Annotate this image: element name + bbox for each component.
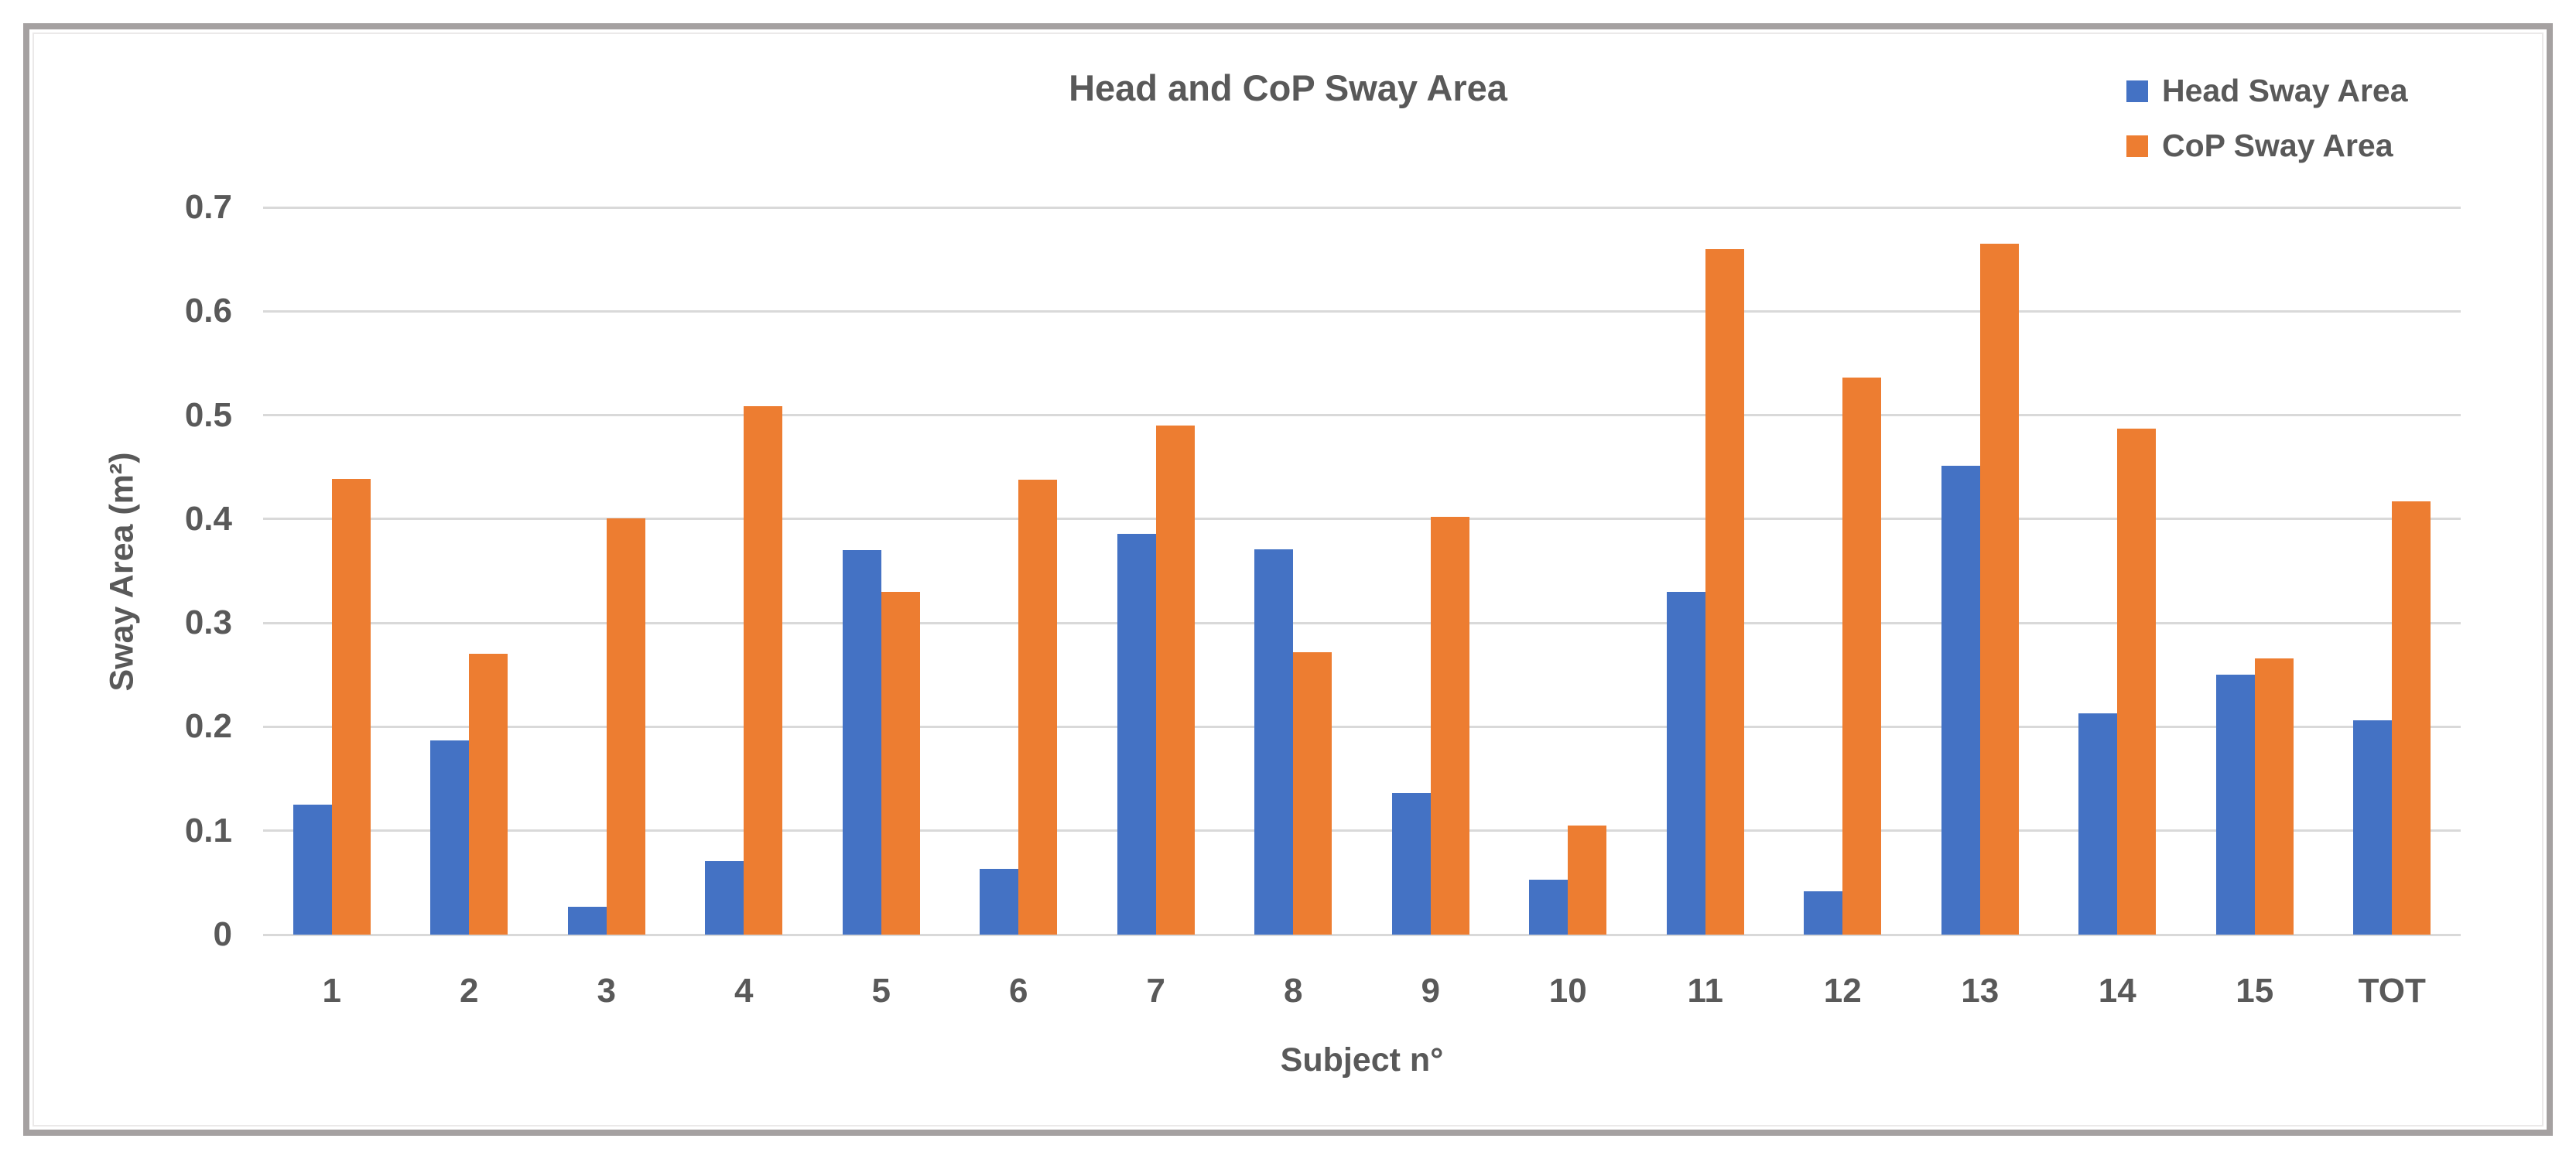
chart-frame-border <box>23 23 2553 1136</box>
bar-group-3 <box>538 207 676 935</box>
bar-group-TOT <box>2324 207 2461 935</box>
bar-head-sway-area-8 <box>1254 549 1294 935</box>
bar-head-sway-area-5 <box>842 550 881 935</box>
bar-head-sway-area-tot <box>2353 720 2393 935</box>
bar-cop-sway-area-7 <box>1155 426 1195 935</box>
y-tick-label-0.2: 0.2 <box>184 707 232 746</box>
y-tick-label-0.1: 0.1 <box>184 811 232 850</box>
gridline-0.1 <box>263 829 2461 832</box>
bar-head-sway-area-11 <box>1666 591 1705 935</box>
bar-group-7 <box>1087 207 1225 935</box>
bar-head-sway-area-2 <box>430 740 470 935</box>
gridline-0.4 <box>263 518 2461 521</box>
bar-cop-sway-area-3 <box>606 518 645 935</box>
bar-head-sway-area-3 <box>567 906 607 935</box>
gridline-0.2 <box>263 725 2461 728</box>
bar-head-sway-area-6 <box>980 869 1019 935</box>
bar-cop-sway-area-14 <box>2117 429 2157 935</box>
x-tick-label-tot: TOT <box>2358 972 2426 1010</box>
x-tick-label-5: 5 <box>871 972 891 1010</box>
bar-head-sway-area-7 <box>1117 533 1156 935</box>
bar-group-6 <box>950 207 1088 935</box>
x-tick-label-4: 4 <box>734 972 754 1010</box>
bar-cop-sway-area-15 <box>2254 658 2294 935</box>
bar-head-sway-area-15 <box>2215 675 2255 935</box>
gridline-0.3 <box>263 621 2461 624</box>
bar-group-4 <box>676 207 813 935</box>
x-tick-label-2: 2 <box>460 972 479 1010</box>
bar-group-8 <box>1225 207 1363 935</box>
legend-label-head: Head Sway Area <box>2162 73 2408 108</box>
bar-group-11 <box>1637 207 1774 935</box>
bar-cop-sway-area-tot <box>2392 501 2431 935</box>
x-tick-label-14: 14 <box>2098 972 2136 1010</box>
bar-group-15 <box>2186 207 2324 935</box>
x-tick-label-10: 10 <box>1548 972 1587 1010</box>
x-tick-label-1: 1 <box>322 972 341 1010</box>
bar-group-2 <box>401 207 539 935</box>
gridline-0.7 <box>263 206 2461 209</box>
x-tick-label-11: 11 <box>1687 972 1723 1010</box>
bar-group-1 <box>263 207 401 935</box>
bar-head-sway-area-10 <box>1529 879 1569 935</box>
bar-cop-sway-area-6 <box>1018 479 1058 935</box>
bar-head-sway-area-1 <box>292 805 332 935</box>
bar-cop-sway-area-1 <box>331 478 371 935</box>
x-tick-label-7: 7 <box>1146 972 1165 1010</box>
y-tick-label-0.6: 0.6 <box>184 292 232 330</box>
bar-cop-sway-area-2 <box>469 654 508 935</box>
bar-group-14 <box>2049 207 2187 935</box>
x-axis-tick-labels: 1 2 3 4 5 6 7 8 9 10 11 12 13 14 15 TOT <box>263 972 2461 1021</box>
legend-label-cop: CoP Sway Area <box>2162 128 2393 163</box>
x-axis-title: Subject n° <box>1280 1041 1444 1079</box>
x-tick-label-8: 8 <box>1284 972 1303 1010</box>
bar-cop-sway-area-13 <box>1979 244 2019 935</box>
y-tick-label-0.5: 0.5 <box>184 395 232 434</box>
plot-area <box>263 206 2461 936</box>
y-tick-label-0: 0 <box>213 915 232 953</box>
bar-cop-sway-area-11 <box>1705 248 1744 935</box>
x-tick-label-3: 3 <box>597 972 616 1010</box>
bar-cop-sway-area-5 <box>881 591 920 935</box>
bar-group-10 <box>1500 207 1637 935</box>
y-axis-tick-labels: 0 0.1 0.2 0.3 0.4 0.5 0.6 0.7 <box>0 188 232 953</box>
legend-item-head-sway-area: Head Sway Area <box>2126 73 2408 109</box>
x-tick-label-9: 9 <box>1421 972 1440 1010</box>
gridline-0.6 <box>263 309 2461 313</box>
legend-item-cop-sway-area: CoP Sway Area <box>2126 128 2408 164</box>
legend: Head Sway Area CoP Sway Area <box>2126 73 2408 164</box>
legend-swatch-cop-icon <box>2126 135 2148 157</box>
chart-title: Head and CoP Sway Area <box>1069 67 1507 108</box>
y-tick-label-0.3: 0.3 <box>184 603 232 642</box>
gridline-0.5 <box>263 414 2461 417</box>
y-tick-label-0.7: 0.7 <box>184 188 232 226</box>
bar-group-5 <box>812 207 950 935</box>
x-tick-label-6: 6 <box>1009 972 1028 1010</box>
x-tick-label-15: 15 <box>2236 972 2274 1010</box>
y-tick-label-0.4: 0.4 <box>184 499 232 538</box>
bar-head-sway-area-4 <box>705 860 744 935</box>
x-tick-label-13: 13 <box>1961 972 2000 1010</box>
bar-head-sway-area-12 <box>1804 891 1843 935</box>
bar-head-sway-area-14 <box>2078 713 2118 935</box>
bar-cop-sway-area-9 <box>1430 517 1469 935</box>
bar-group-9 <box>1362 207 1500 935</box>
legend-swatch-head-icon <box>2126 80 2148 102</box>
bar-group-12 <box>1774 207 1912 935</box>
x-tick-label-12: 12 <box>1823 972 1862 1010</box>
bar-cop-sway-area-12 <box>1842 378 1882 935</box>
bar-cop-sway-area-8 <box>1293 651 1332 935</box>
bar-cop-sway-area-4 <box>744 405 783 935</box>
bar-cop-sway-area-10 <box>1568 826 1607 935</box>
gridline-0 <box>263 933 2461 936</box>
bar-head-sway-area-13 <box>1941 466 1980 935</box>
bar-head-sway-area-9 <box>1391 793 1431 935</box>
bar-group-13 <box>1911 207 2049 935</box>
